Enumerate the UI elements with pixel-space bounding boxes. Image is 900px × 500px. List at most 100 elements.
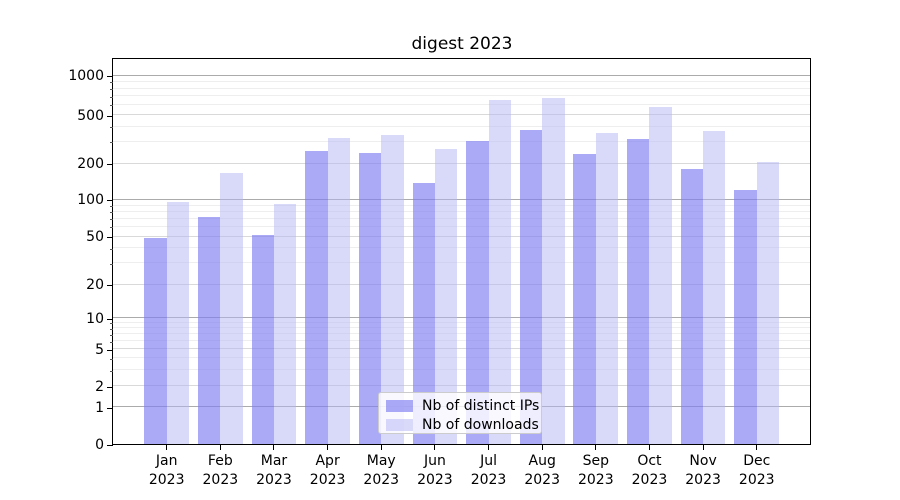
x-tick-label: May 2023 xyxy=(341,452,421,490)
x-tick-mark xyxy=(595,445,597,450)
x-tick-year: 2023 xyxy=(417,472,453,488)
y-tick-mark xyxy=(107,407,113,409)
y-gridline-minor xyxy=(113,81,810,83)
y-gridline-minor xyxy=(113,321,810,323)
x-tick-label: Jun 2023 xyxy=(395,452,475,490)
y-gridline-minor xyxy=(113,204,810,206)
x-tick-mark xyxy=(434,445,436,450)
x-tick-mark xyxy=(756,445,758,450)
bar-downloads-aug xyxy=(542,97,565,444)
x-tick-month: Jul xyxy=(480,453,497,469)
bar-downloads-nov xyxy=(703,131,726,444)
y-gridline-minor xyxy=(113,226,810,227)
y-tick-label: 200 xyxy=(77,155,104,172)
x-tick-label: Jan 2023 xyxy=(127,452,207,490)
y-minor-tick-mark xyxy=(110,370,113,372)
y-gridline-minor xyxy=(113,247,810,249)
bar-downloads-sep xyxy=(595,133,619,444)
y-minor-tick-mark xyxy=(110,334,113,336)
x-tick-year: 2023 xyxy=(363,472,400,488)
x-tick-year: 2023 xyxy=(631,472,668,488)
x-tick-label: Dec 2023 xyxy=(717,452,797,490)
x-tick-mark xyxy=(327,445,329,450)
bar-distinct-ips-nov xyxy=(680,168,704,444)
y-tick-label: 0 xyxy=(95,437,104,453)
bar-distinct-ips-feb xyxy=(197,217,221,444)
y-minor-tick-mark xyxy=(110,88,113,90)
y-tick-mark xyxy=(107,115,113,117)
bar-downloads-may xyxy=(381,134,404,444)
y-tick-label: 10 xyxy=(86,310,104,327)
legend-label-distinct-ips: Nb of distinct IPs xyxy=(422,398,540,414)
x-tick-label: Nov 2023 xyxy=(663,452,743,490)
x-tick-month: Apr xyxy=(315,453,340,469)
y-gridline-minor xyxy=(113,340,810,342)
y-tick-mark xyxy=(107,285,113,287)
y-tick-label: 2 xyxy=(95,378,104,395)
y-gridline-minor xyxy=(113,104,810,106)
y-minor-tick-mark xyxy=(110,212,113,214)
x-tick-mark xyxy=(648,445,650,450)
y-minor-tick-mark xyxy=(110,82,113,84)
y-tick-label: 50 xyxy=(86,229,104,246)
x-tick-label: Oct 2023 xyxy=(609,452,689,490)
bar-downloads-oct xyxy=(649,107,672,444)
x-tick-month: Jan xyxy=(155,453,178,469)
y-minor-tick-mark xyxy=(110,323,113,325)
y-minor-tick-mark xyxy=(110,96,113,98)
y-gridline-minor xyxy=(113,95,810,97)
y-minor-tick-mark xyxy=(110,263,113,265)
x-tick-year: 2023 xyxy=(256,472,292,488)
x-tick-year: 2023 xyxy=(685,472,721,488)
y-gridline-minor xyxy=(113,126,810,128)
x-tick-year: 2023 xyxy=(524,472,560,488)
y-minor-tick-mark xyxy=(110,142,113,144)
bar-distinct-ips-aug xyxy=(519,130,543,444)
y-tick-mark xyxy=(107,318,113,320)
y-tick-label: 20 xyxy=(86,277,104,294)
y-minor-tick-mark xyxy=(110,359,113,361)
bar-distinct-ips-jul xyxy=(466,141,489,444)
x-tick-mark xyxy=(488,445,490,450)
bar-distinct-ips-jan xyxy=(144,237,167,444)
y-gridline-minor xyxy=(113,210,810,212)
y-minor-tick-mark xyxy=(110,248,113,250)
bar-distinct-ips-apr xyxy=(305,150,328,444)
y-tick-mark xyxy=(107,163,113,165)
x-tick-mark xyxy=(702,445,704,450)
x-tick-label: Sep 2023 xyxy=(556,452,636,490)
x-tick-mark xyxy=(166,445,168,450)
bar-downloads-jun xyxy=(434,148,458,444)
x-tick-year: 2023 xyxy=(470,472,507,488)
bar-distinct-ips-may xyxy=(358,152,382,444)
plot-canvas xyxy=(113,59,810,444)
x-tick-year: 2023 xyxy=(309,472,346,488)
y-tick-label: 1000 xyxy=(68,68,104,85)
x-tick-year: 2023 xyxy=(148,472,185,488)
x-tick-year: 2023 xyxy=(738,472,775,488)
x-tick-month: May xyxy=(366,453,396,469)
bar-downloads-mar xyxy=(273,204,297,444)
y-minor-tick-mark xyxy=(110,127,113,129)
y-gridline xyxy=(113,384,810,386)
y-minor-tick-mark xyxy=(110,341,113,343)
x-tick-month: Nov xyxy=(689,453,717,469)
legend-swatch-distinct-ips xyxy=(386,400,413,412)
y-gridline xyxy=(113,283,810,285)
bar-distinct-ips-jun xyxy=(412,183,435,444)
legend-swatch-downloads xyxy=(386,419,413,431)
y-gridline xyxy=(113,75,810,77)
x-tick-mark xyxy=(541,445,543,450)
y-gridline xyxy=(113,235,810,237)
bar-downloads-feb xyxy=(220,173,243,444)
bar-downloads-apr xyxy=(327,137,350,444)
y-gridline-minor xyxy=(113,327,810,329)
x-tick-month: Sep xyxy=(582,453,609,469)
y-gridline xyxy=(113,114,810,116)
x-tick-month: Aug xyxy=(528,453,556,469)
y-gridline-minor xyxy=(113,357,810,359)
y-gridline xyxy=(113,162,810,164)
legend-label-downloads: Nb of downloads xyxy=(422,417,539,433)
bar-downloads-dec xyxy=(756,161,780,444)
